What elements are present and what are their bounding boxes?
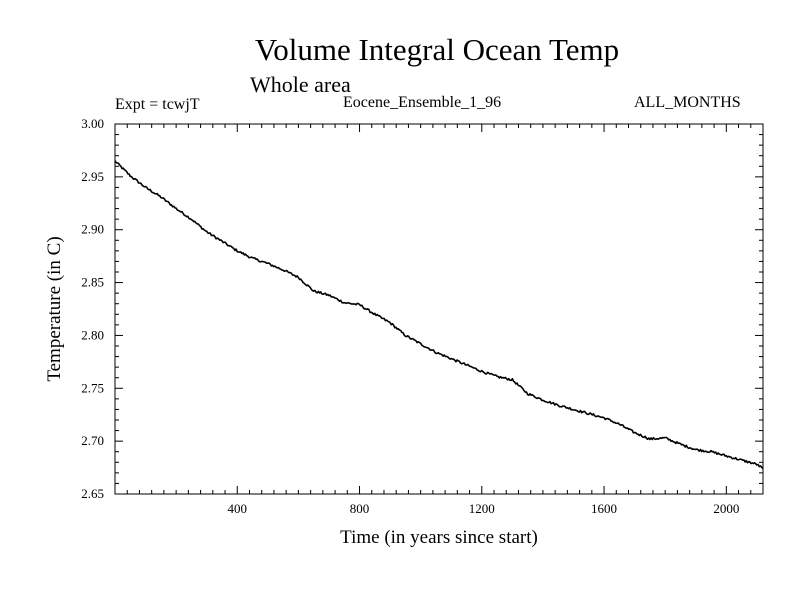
x-tick-label: 400 bbox=[228, 501, 248, 516]
months-label: ALL_MONTHS bbox=[634, 94, 741, 111]
y-tick-label: 2.70 bbox=[81, 433, 104, 448]
y-axis-title: Temperature (in C) bbox=[44, 236, 65, 381]
chart-title: Volume Integral Ocean Temp bbox=[254, 32, 620, 67]
experiment-label: Expt = tcwjT bbox=[115, 96, 200, 113]
x-tick-label: 2000 bbox=[713, 501, 739, 516]
x-tick-label: 1600 bbox=[591, 501, 617, 516]
x-tick-label: 800 bbox=[350, 501, 370, 516]
y-tick-label: 2.95 bbox=[81, 169, 104, 184]
x-axis-title: Time (in years since start) bbox=[340, 527, 538, 548]
y-tick-label: 2.75 bbox=[81, 380, 104, 395]
y-tick-label: 3.00 bbox=[81, 116, 104, 131]
plot-border bbox=[114, 123, 764, 495]
y-tick-label: 2.90 bbox=[81, 222, 104, 237]
y-tick-label: 2.80 bbox=[81, 327, 104, 342]
series-group bbox=[114, 160, 764, 470]
ensemble-label: Eocene_Ensemble_1_96 bbox=[343, 94, 502, 111]
axis-tick-labels: 400 800 1200 1600 2000 2.65 2.70 2.75 2.80 2.85 2.… bbox=[81, 116, 739, 516]
temperature-series-line bbox=[114, 160, 764, 470]
axis-ticks bbox=[115, 124, 763, 494]
y-tick-label: 2.85 bbox=[81, 275, 104, 290]
plot-frame bbox=[114, 123, 764, 495]
x-tick-label: 1200 bbox=[469, 501, 495, 516]
chart-subtitle: Whole area bbox=[250, 72, 351, 97]
y-tick-label: 2.65 bbox=[81, 486, 104, 501]
